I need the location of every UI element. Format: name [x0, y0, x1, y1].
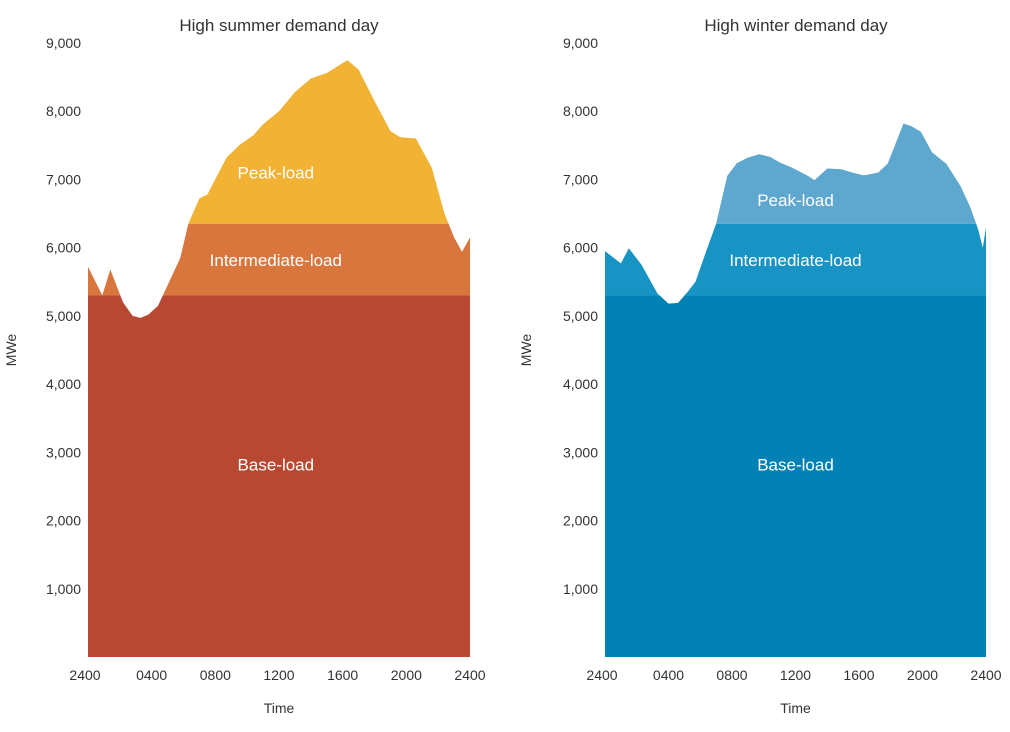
chart-2-x-tick-label: 2000	[907, 667, 938, 683]
chart-1-y-axis-label: MWe	[3, 334, 19, 367]
chart-2-intermediate-load-label: Intermediate-load	[729, 251, 861, 270]
chart-2-x-tick-label: 1200	[780, 667, 811, 683]
chart-2-x-tick-label: 0400	[653, 667, 684, 683]
chart-2-y-axis-label: MWe	[518, 334, 534, 367]
chart-1-x-tick-label: 1200	[263, 667, 294, 683]
chart-1-x-tick-label: 0400	[136, 667, 167, 683]
chart-2-x-tick-label: 2400	[970, 667, 1001, 683]
chart-1-y-tick-label: 6,000	[46, 240, 81, 256]
chart-1-intermediate-load-label: Intermediate-load	[210, 251, 342, 270]
chart-1-y-tick-label: 7,000	[46, 171, 81, 187]
chart-1-x-tick-label: 1600	[327, 667, 358, 683]
chart-2-y-tick-label: 2,000	[563, 513, 598, 529]
chart-1-x-axis-label: Time	[264, 700, 295, 716]
chart-2-x-tick-label: 1600	[843, 667, 874, 683]
chart-1-peak-load-label: Peak-load	[238, 163, 315, 182]
chart-2-y-tick-label: 7,000	[563, 171, 598, 187]
chart-1-x-tick-label: 2000	[391, 667, 422, 683]
chart-2-x-tick-label: 0800	[716, 667, 747, 683]
chart-2-x-axis-label: Time	[780, 700, 811, 716]
chart-2-y-tick-label: 3,000	[563, 444, 598, 460]
chart-2-title: High winter demand day	[704, 16, 888, 35]
chart-2-x-tick-label: 2400	[586, 667, 617, 683]
chart-2-y-tick-label: 4,000	[563, 376, 598, 392]
chart-2-y-tick-label: 1,000	[563, 581, 598, 597]
chart-1-y-tick-label: 4,000	[46, 376, 81, 392]
chart-2-y-tick-label: 8,000	[563, 103, 598, 119]
chart-2-base-load-label: Base-load	[757, 455, 834, 474]
chart-2-base-load-area	[605, 295, 986, 657]
chart-1-y-tick-label: 8,000	[46, 103, 81, 119]
chart-1-base-load-area	[88, 295, 470, 657]
chart-1-x-tick-label: 0800	[200, 667, 231, 683]
chart-1-base-load-label: Base-load	[238, 455, 315, 474]
chart-2-y-tick-label: 6,000	[563, 240, 598, 256]
chart-1-peak-load-area	[88, 60, 470, 224]
chart-2-y-tick-label: 5,000	[563, 308, 598, 324]
chart-1-x-tick-label: 2400	[69, 667, 100, 683]
chart-1-title: High summer demand day	[179, 16, 379, 35]
chart-2-peak-load-label: Peak-load	[757, 191, 834, 210]
chart-1-y-tick-label: 1,000	[46, 581, 81, 597]
chart-1-y-tick-label: 5,000	[46, 308, 81, 324]
chart-1-y-tick-label: 2,000	[46, 513, 81, 529]
chart-1-y-tick-label: 9,000	[46, 35, 81, 51]
chart-2-y-tick-label: 9,000	[563, 35, 598, 51]
chart-1-x-tick-label: 2400	[454, 667, 485, 683]
chart-1-y-tick-label: 3,000	[46, 444, 81, 460]
